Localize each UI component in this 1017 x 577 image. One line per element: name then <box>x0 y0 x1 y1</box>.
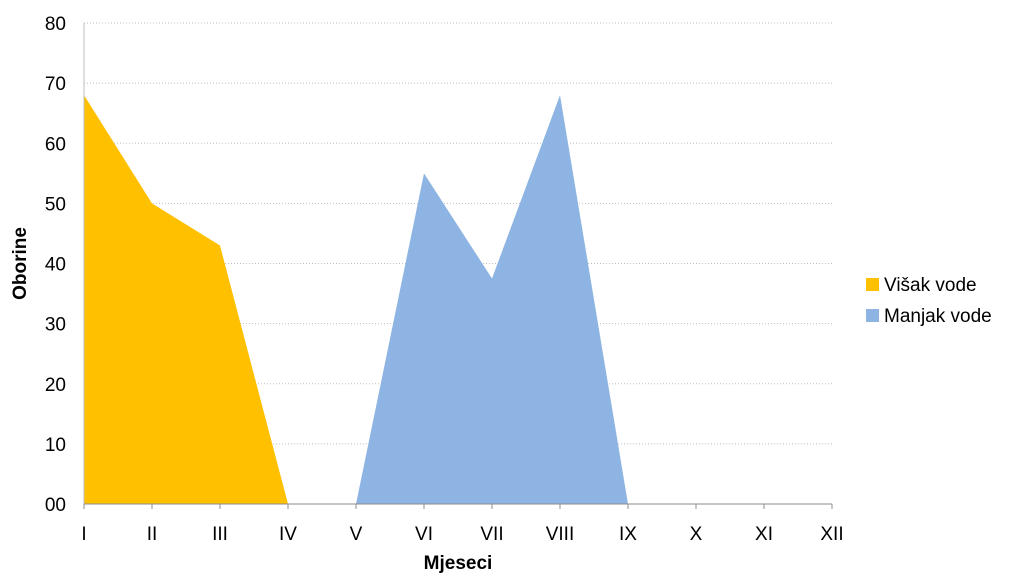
legend: Višak vode Manjak vode <box>866 275 992 327</box>
x-tick-label: III <box>212 524 228 545</box>
x-tick-label: VI <box>415 524 433 545</box>
y-axis-title: Oborine <box>10 227 31 300</box>
legend-swatch <box>866 309 879 322</box>
y-tick-label: 00 <box>45 495 66 516</box>
y-tick-label: 40 <box>45 255 66 276</box>
area-series-2 <box>356 95 628 505</box>
x-tick-label: IX <box>619 524 637 545</box>
plot-areas <box>84 95 628 505</box>
x-tick-label: I <box>81 524 86 545</box>
x-tick-label: XI <box>755 524 773 545</box>
y-tick-label: 10 <box>45 435 66 456</box>
x-tick-label: XII <box>820 524 843 545</box>
y-tick-label: 60 <box>45 134 66 155</box>
x-tick-label: VII <box>480 524 503 545</box>
x-tick-label: VIII <box>546 524 575 545</box>
legend-label: Višak vode <box>884 275 977 296</box>
legend-swatch <box>866 278 879 291</box>
y-tick-label: 80 <box>45 14 66 35</box>
x-tick-label: X <box>690 524 703 545</box>
y-tick-label: 30 <box>45 315 66 336</box>
x-tick-label: II <box>147 524 158 545</box>
y-tick-label: 20 <box>45 375 66 396</box>
x-tick-label: V <box>350 524 363 545</box>
y-tick-label: 70 <box>45 74 66 95</box>
legend-label: Manjak vode <box>884 306 992 327</box>
area-series-1 <box>84 95 288 505</box>
x-tick-label: IV <box>279 524 297 545</box>
y-tick-label: 50 <box>45 194 66 215</box>
x-axis-title: Mjeseci <box>424 553 493 574</box>
